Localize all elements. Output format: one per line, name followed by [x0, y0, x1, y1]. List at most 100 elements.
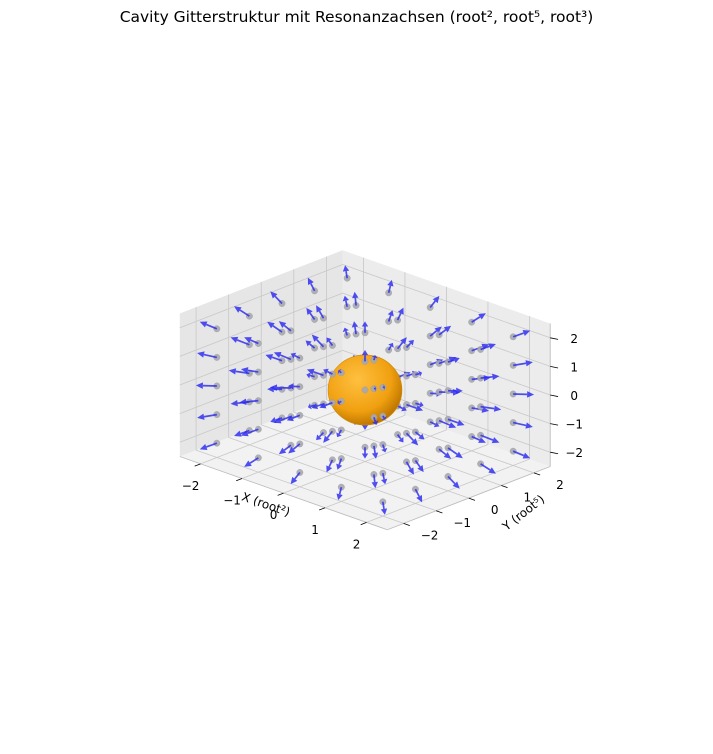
arrow-head	[381, 478, 388, 485]
grid-line	[179, 292, 343, 357]
field-arrow	[199, 321, 218, 330]
field-arrow	[244, 337, 259, 345]
arrow-shaft	[405, 342, 412, 349]
arrow-head	[290, 352, 297, 359]
x-tick-label: 2	[353, 537, 361, 551]
arrow-head	[415, 405, 424, 412]
field-arrow	[447, 418, 465, 426]
arrow-head	[240, 430, 249, 437]
z-tick-label: 2	[570, 332, 578, 346]
arrow-shaft	[387, 345, 392, 351]
arrow-shaft	[414, 431, 421, 437]
arrow-head	[306, 368, 315, 375]
grid-point	[361, 386, 369, 394]
field-arrow	[447, 356, 460, 363]
field-arrow	[342, 327, 349, 336]
arrow-shaft	[206, 442, 218, 448]
field-arrow	[512, 450, 531, 459]
field-arrow	[323, 430, 334, 443]
arrow-head	[288, 446, 296, 454]
arrow-shaft	[338, 400, 342, 404]
arrow-shaft	[405, 432, 415, 442]
field-arrow	[414, 460, 424, 473]
field-arrow	[199, 442, 218, 450]
arrow-head	[278, 321, 287, 328]
arrow-shaft	[338, 486, 343, 495]
arrow-head	[306, 307, 313, 315]
field-arrow	[337, 368, 342, 375]
arrow-shaft	[292, 443, 301, 450]
arrow-head	[316, 434, 322, 441]
field-arrow	[438, 325, 452, 336]
arrow-shaft	[415, 372, 420, 376]
grid-point	[435, 417, 443, 424]
field-arrow	[371, 474, 378, 489]
arrow-shaft	[249, 457, 259, 464]
arrow-shaft	[309, 343, 316, 349]
arrow-head	[383, 384, 385, 391]
arrow-head	[270, 417, 277, 424]
field-arrow	[342, 295, 349, 307]
arrow-head	[197, 351, 205, 358]
arrow-head	[197, 413, 205, 420]
field-arrow	[240, 428, 259, 437]
tick-labels: −2 −1 0 1 2 −2 −1 0 1 2 −2 −1 0 1 2	[182, 332, 583, 552]
arrow-head	[273, 352, 282, 358]
field-arrow	[290, 352, 301, 359]
arrow-head	[418, 370, 423, 377]
arrow-head	[286, 415, 294, 422]
x-tick-mark	[194, 463, 201, 467]
arrow-shaft	[429, 300, 436, 309]
field-arrow	[414, 488, 423, 503]
arrow-shaft	[396, 434, 402, 440]
field-arrow	[352, 291, 359, 306]
field-arrow	[480, 463, 496, 474]
arrow-head	[401, 405, 407, 412]
grid-line	[179, 321, 343, 386]
x-tick-label: −1	[223, 493, 241, 507]
field-arrow	[278, 444, 292, 455]
arrow-shaft	[247, 428, 259, 435]
arrow-shaft	[309, 312, 316, 320]
x-tick-mark	[236, 478, 243, 482]
y-tick-label: −1	[453, 516, 471, 530]
arrow-shaft	[397, 405, 404, 410]
arrow-head	[244, 337, 252, 343]
field-arrow	[316, 305, 325, 319]
arrow-head	[288, 383, 294, 390]
arrow-shaft	[345, 300, 348, 307]
arrow-shaft	[382, 444, 386, 450]
field-arrow	[512, 330, 531, 338]
field-arrow	[429, 295, 440, 309]
arrow-head	[326, 337, 332, 343]
arrow-head	[337, 368, 342, 375]
field-arrow	[311, 334, 325, 348]
field-arrow	[197, 413, 217, 420]
arrow-head	[522, 452, 531, 459]
field-arrow	[197, 351, 218, 359]
z-tick-mark	[550, 366, 559, 369]
arrow-head	[522, 330, 531, 337]
arrow-head	[371, 452, 379, 459]
arrow-shaft	[415, 402, 421, 406]
z-tick-label: −2	[565, 446, 583, 460]
field-arrow	[438, 419, 457, 428]
field-arrow	[307, 277, 316, 292]
arrow-head	[432, 295, 440, 304]
arrow-shaft	[326, 370, 333, 375]
arrow-shaft	[246, 399, 259, 403]
chart-title: Cavity Gitterstruktur mit Resonanzachsen…	[119, 8, 594, 26]
arrow-shaft	[414, 460, 421, 468]
arrow-shaft	[512, 332, 524, 338]
arrow-head	[361, 453, 369, 459]
arrow-head	[456, 419, 465, 426]
arrow-head	[488, 467, 496, 474]
field-arrow	[380, 501, 388, 515]
y-tick-label: −2	[421, 528, 439, 542]
arrow-head	[478, 313, 486, 320]
arrow-head	[387, 310, 394, 317]
z-tick-label: −1	[565, 418, 583, 432]
arrow-shaft	[326, 430, 334, 439]
arrow-shaft	[447, 475, 456, 485]
